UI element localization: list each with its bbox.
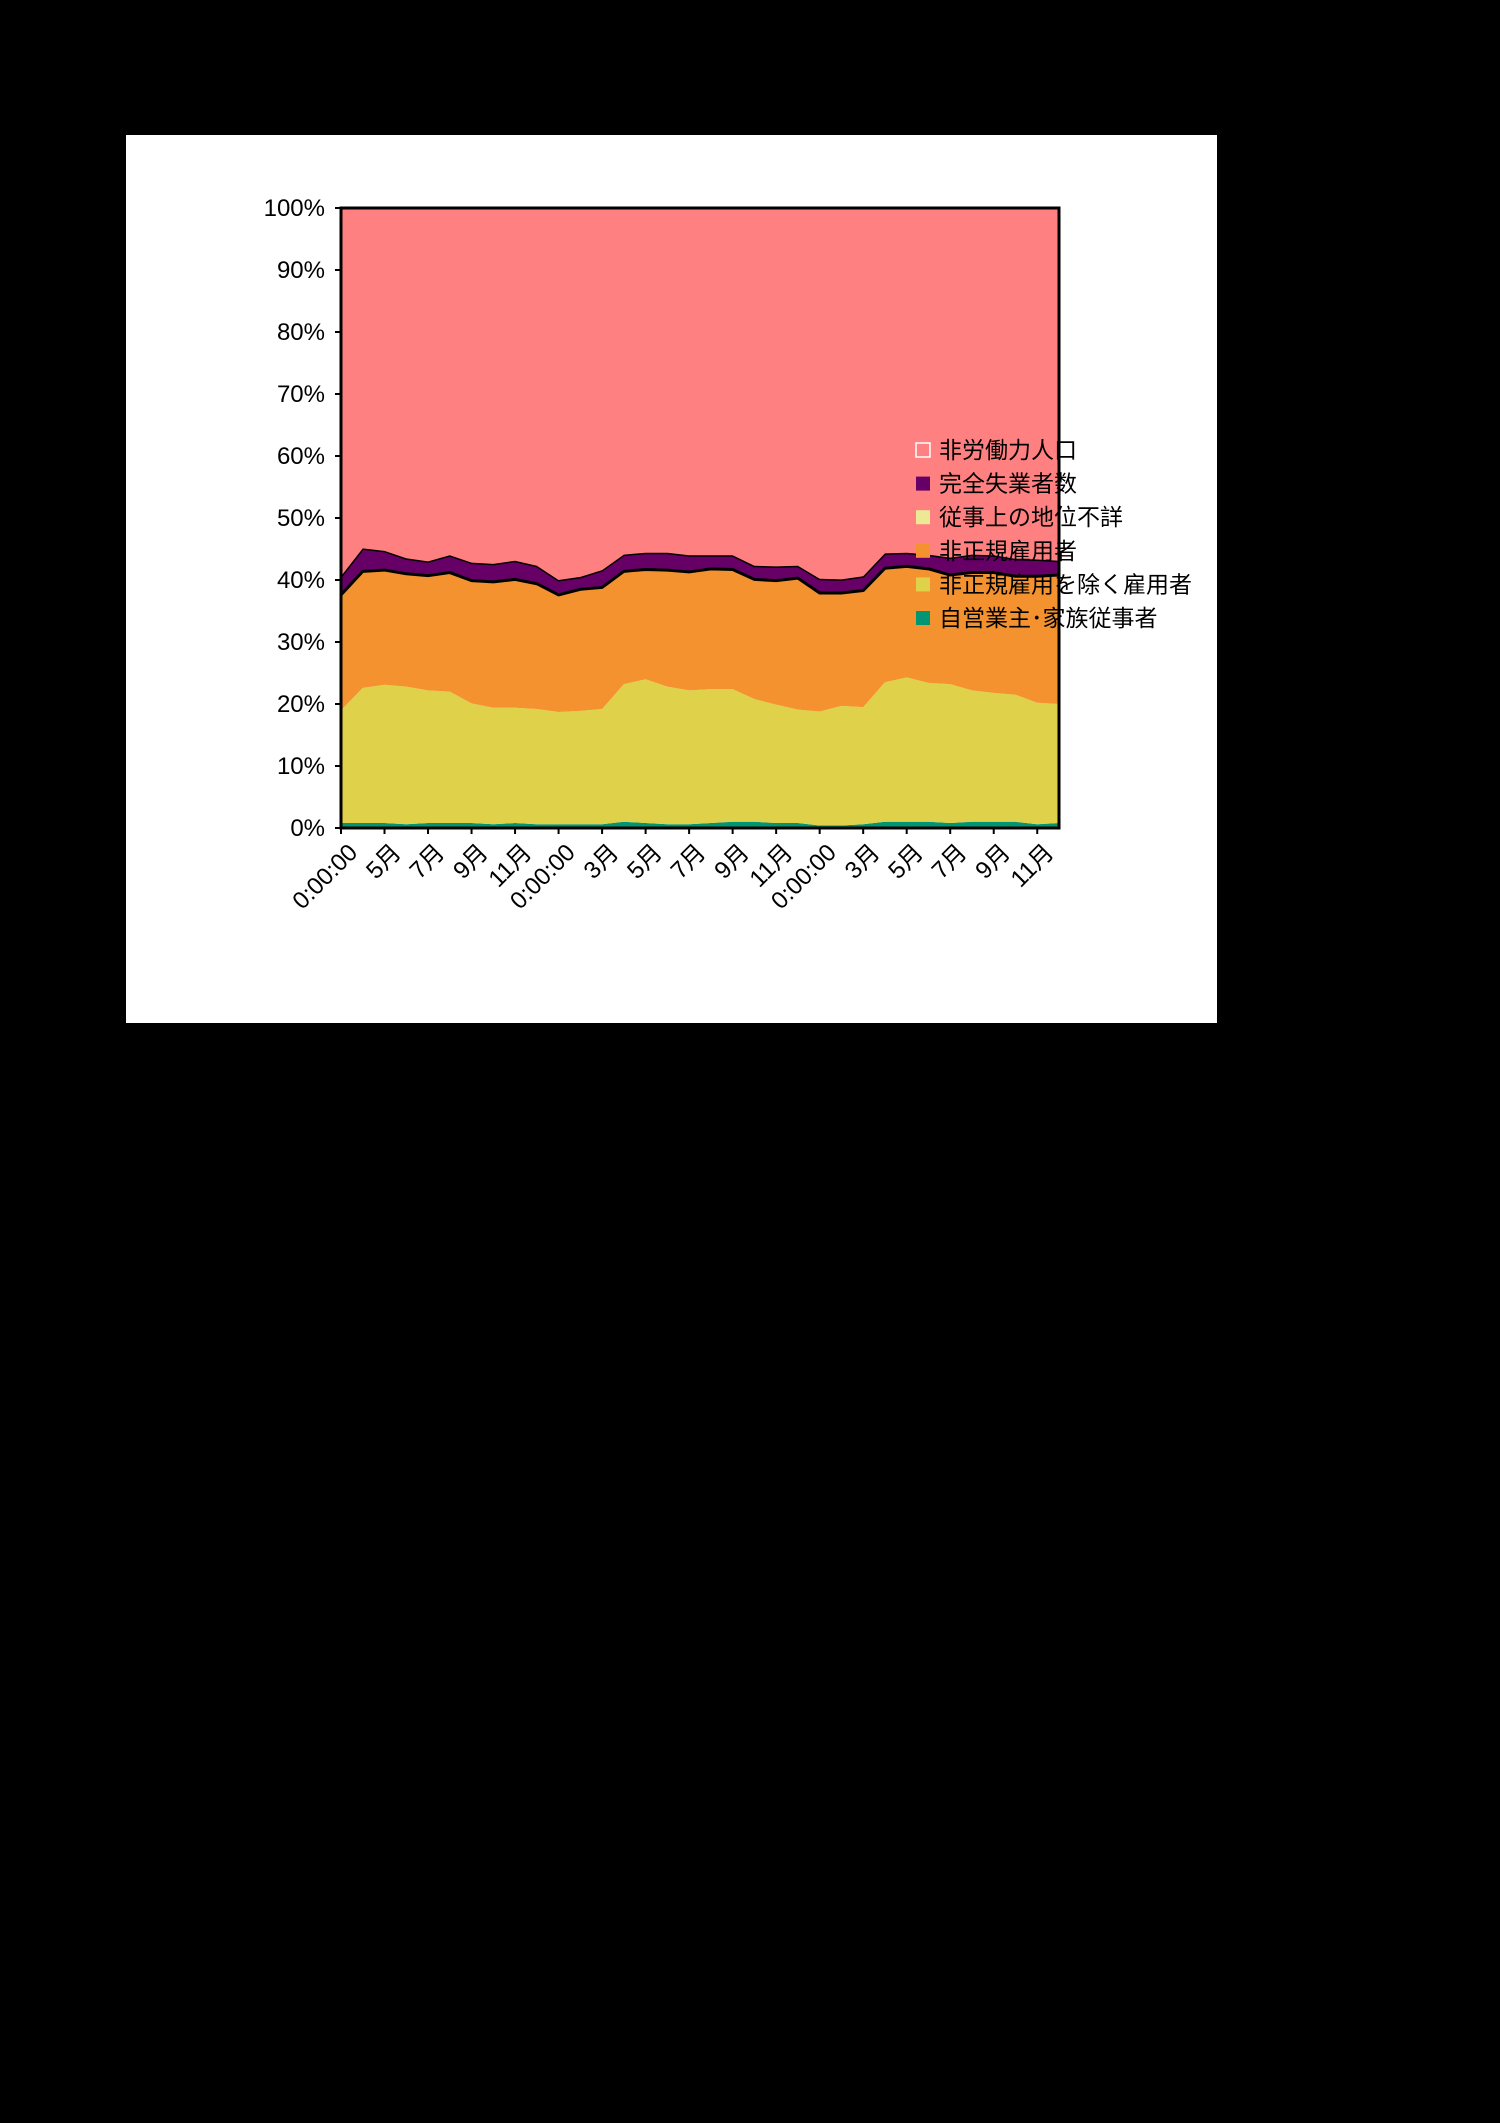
legend-swatch (916, 476, 930, 491)
area-series-5 (341, 208, 1059, 580)
legend-swatch (916, 510, 930, 525)
legend-entry-label: 非正規雇用者 (939, 539, 1077, 565)
legend-swatch (915, 442, 931, 458)
x-tick-label: 5月 (622, 839, 668, 885)
y-tick-label: 30% (277, 629, 325, 656)
legend-entry-label: 完全失業者数 (939, 472, 1077, 498)
legend-entry-label: 非労働力人口 (939, 438, 1077, 464)
legend-entry-label: 非正規雇用を除く雇用者 (939, 572, 1192, 598)
chart-panel: 0% 10% 20% 30% 40% 50% 60% 70% 80% 90% 100% 0:00:0… (126, 135, 1217, 1023)
area-series-2 (341, 567, 1059, 713)
x-tick-label: 7月 (927, 839, 973, 885)
x-tick-label: 5月 (361, 839, 407, 885)
y-tick-label: 90% (277, 257, 325, 284)
x-tick-label: 3月 (840, 839, 886, 885)
x-tick-label: 5月 (883, 839, 929, 885)
legend-entry-label: 自営業主･家族従事者 (939, 606, 1158, 632)
x-tick-label: 0:00:00 (287, 839, 363, 915)
y-tick-label: 50% (277, 505, 325, 532)
x-tick-label: 11月 (1006, 839, 1060, 893)
legend-entry-label: 従事上の地位不詳 (939, 505, 1123, 531)
y-tick-label: 10% (277, 753, 325, 780)
area-series-1 (341, 677, 1059, 826)
legend-swatch (916, 611, 930, 625)
x-tick-label: 7月 (666, 839, 712, 885)
y-tick-label: 100% (264, 195, 325, 222)
area-series-0 (341, 821, 1059, 828)
stacked-area-chart: 0% 10% 20% 30% 40% 50% 60% 70% 80% 90% 100% 0:00:0… (264, 195, 1192, 915)
plot-frame (339, 206, 1061, 830)
x-tick-label: 7月 (405, 839, 451, 885)
y-tick-label: 0% (290, 815, 325, 842)
y-tick-label: 40% (277, 567, 325, 594)
y-tick-label: 80% (277, 319, 325, 346)
legend-swatch (916, 543, 930, 558)
y-tick-label: 20% (277, 691, 325, 718)
x-tick-label: 3月 (579, 839, 625, 885)
y-tick-label: 60% (277, 443, 325, 470)
y-tick-label: 70% (277, 381, 325, 408)
legend-swatch (916, 577, 930, 592)
